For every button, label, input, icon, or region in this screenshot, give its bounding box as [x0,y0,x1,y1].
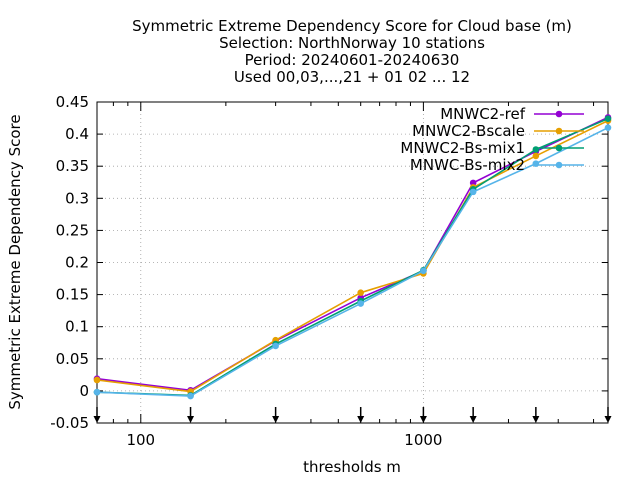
y-tick-label: -0.05 [50,414,89,432]
y-tick-label: 0.1 [65,318,89,336]
legend-marker [555,110,563,118]
threshold-arrow-head [187,416,195,423]
y-tick-label: 0.3 [65,189,89,207]
axes: -0.05 0 0.05 0.1 0.15 0.2 0.25 0.3 0.35 0.4 0.45 10… [50,93,612,449]
threshold-arrow-head [469,416,477,423]
threshold-arrow-head [357,416,365,423]
x-tick-label: 100 [126,431,155,449]
data-point [532,146,540,153]
y-tick-label: 0.4 [65,125,89,143]
series-line [96,117,609,397]
threshold-arrow-head [93,416,101,423]
title-line: Selection: NorthNorway 10 stations [219,34,485,52]
data-point [532,160,540,167]
y-tick-label: 0.05 [56,350,89,368]
data-point [469,188,477,196]
data-point [187,392,194,400]
data-point [357,300,364,307]
x-axis-label: thresholds m [303,458,401,476]
y-tick-label: 0.15 [56,286,89,304]
series-layer [93,114,612,400]
title-line: Used 00,03,...,21 + 01 02 ... 12 [234,68,470,86]
legend: MNWC2-refMNWC2-BscaleMNWC2-Bs-mix1MNWC-B… [400,105,584,174]
legend-label: MNWC2-Bscale [412,122,525,140]
y-tick-label: 0.25 [56,221,89,239]
threshold-arrow-head [419,416,427,423]
x-tick-label: 1000 [404,431,442,449]
data-point [604,124,612,131]
y-axis-label: Symmetric Extreme Dependency Score [6,114,24,409]
series-line [96,119,609,393]
data-point [272,342,279,350]
title-line: Symmetric Extreme Dependency Score for C… [132,17,572,35]
data-point [420,267,427,275]
legend-label: MNWC-Bs-mix2 [410,156,525,174]
grid [97,102,608,423]
y-tick-label: 0.2 [65,254,89,272]
legend-label: MNWC2-Bs-mix1 [400,139,525,157]
series-line [96,126,609,397]
data-point [93,388,101,396]
threshold-arrow-head [604,416,612,423]
threshold-arrow-head [532,416,540,423]
legend-marker [555,144,563,152]
y-tick-label: 0 [79,382,89,400]
legend-marker [555,127,563,135]
data-point [532,152,540,160]
data-point [604,115,612,122]
chart-title: Symmetric Extreme Dependency Score for C… [132,17,572,86]
y-tick-label: 0.45 [56,93,89,111]
legend-label: MNWC2-ref [440,105,525,123]
title-line: Period: 20240601-20240630 [245,51,460,69]
threshold-arrow-head [272,416,280,423]
data-point [93,376,101,384]
y-tick-label: 0.35 [56,157,89,175]
plot-frame [96,101,609,424]
legend-marker [555,161,563,169]
data-point [357,289,364,296]
